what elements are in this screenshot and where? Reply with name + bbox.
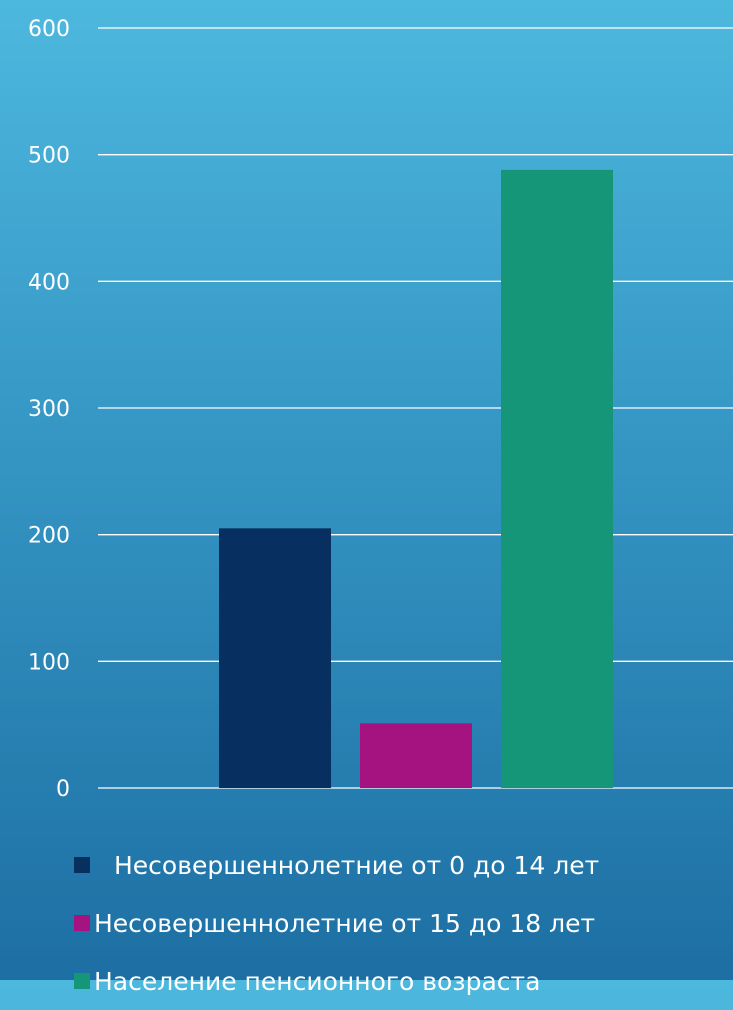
legend-item-pension: Население пенсионного возраста bbox=[74, 952, 599, 1010]
bar-1 bbox=[360, 723, 472, 788]
y-axis-ticks: 0 100 200 300 400 500 600 bbox=[28, 17, 70, 802]
bar-chart: 0 100 200 300 400 500 600 bbox=[28, 17, 733, 802]
legend-label-pension: Население пенсионного возраста bbox=[94, 966, 541, 996]
y-tick-label-200: 200 bbox=[28, 524, 70, 549]
legend-swatch-0-14 bbox=[74, 857, 90, 873]
gridlines bbox=[98, 27, 733, 789]
legend-swatch-pension bbox=[74, 973, 90, 989]
y-tick-label-500: 500 bbox=[28, 144, 70, 169]
legend-swatch-15-18 bbox=[74, 915, 90, 931]
y-tick-label-600: 600 bbox=[28, 17, 70, 42]
bars bbox=[219, 169, 613, 788]
y-tick-label-0: 0 bbox=[56, 777, 70, 802]
y-tick-label-400: 400 bbox=[28, 270, 70, 295]
legend-label-15-18: Несовершеннолетние от 15 до 18 лет bbox=[94, 908, 596, 938]
y-tick-label-100: 100 bbox=[28, 650, 70, 675]
legend-label-0-14: Несовершеннолетние от 0 до 14 лет bbox=[114, 850, 600, 880]
y-tick-label-300: 300 bbox=[28, 397, 70, 422]
legend: Несовершеннолетние от 0 до 14 лет Несове… bbox=[74, 836, 599, 1010]
legend-item-15-18: Несовершеннолетние от 15 до 18 лет bbox=[74, 894, 599, 952]
bar-0 bbox=[219, 528, 331, 788]
bar-2 bbox=[501, 169, 613, 788]
legend-item-0-14: Несовершеннолетние от 0 до 14 лет bbox=[74, 836, 599, 894]
